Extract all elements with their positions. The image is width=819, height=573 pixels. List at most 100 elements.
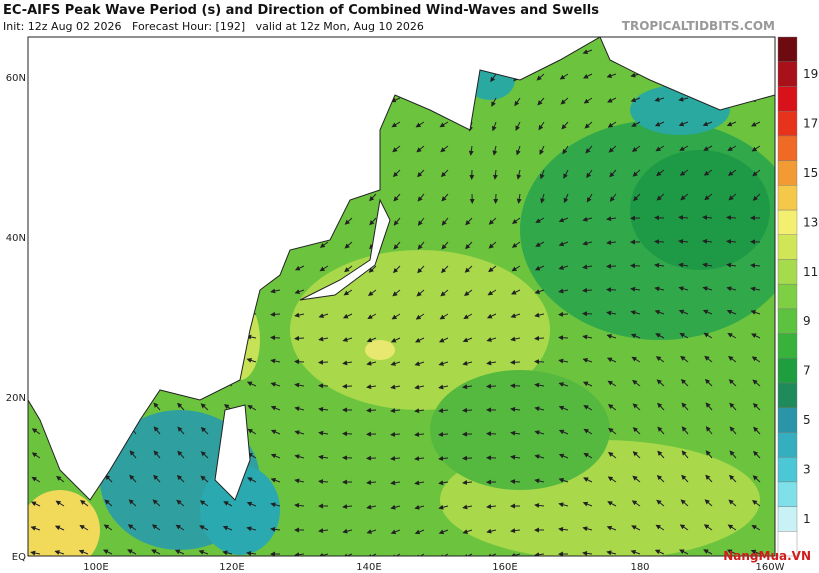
arrow	[439, 553, 449, 556]
arrow	[632, 451, 641, 459]
arrow	[246, 550, 257, 556]
arrow	[558, 477, 569, 483]
arrow	[558, 405, 569, 411]
colorbar-segment	[777, 36, 798, 62]
arrow	[727, 169, 737, 176]
arrow	[630, 549, 641, 555]
colorbar-label: 11	[803, 265, 818, 279]
arrow	[510, 479, 521, 485]
arrow	[678, 286, 689, 292]
arrow	[539, 169, 545, 180]
arrow	[318, 313, 329, 318]
arrow	[583, 428, 593, 435]
arrow	[247, 477, 257, 483]
arrow	[153, 426, 161, 435]
arrow	[31, 476, 41, 483]
arrow	[105, 474, 113, 483]
arrow	[200, 403, 209, 411]
arrow	[80, 499, 89, 507]
arrow	[752, 402, 761, 411]
arrow	[558, 429, 569, 435]
arrow	[584, 121, 593, 129]
arrow	[534, 502, 545, 508]
arrow	[630, 333, 641, 339]
arrow	[583, 97, 593, 104]
arrow	[462, 384, 473, 390]
colorbar-segment	[777, 407, 798, 433]
colorbar-label: 19	[803, 67, 818, 81]
arrow	[127, 524, 137, 531]
arrow	[657, 426, 665, 435]
arrow	[342, 313, 353, 319]
arrow	[488, 265, 497, 273]
arrow	[534, 478, 545, 484]
arrow	[510, 430, 521, 436]
arrow	[392, 289, 401, 297]
lat-label: EQ	[12, 552, 26, 563]
arrow	[438, 408, 449, 414]
arrow	[558, 526, 569, 532]
arrow	[510, 313, 521, 318]
arrow	[468, 145, 474, 156]
arrow	[490, 73, 497, 83]
arrow	[342, 337, 353, 342]
arrow	[540, 193, 546, 204]
arrow	[390, 384, 401, 390]
arrow	[728, 379, 737, 387]
arrow	[702, 215, 713, 220]
arrow	[728, 193, 737, 201]
arrow	[654, 239, 665, 245]
arrow	[608, 451, 617, 459]
arrow	[583, 452, 593, 459]
arrow	[417, 241, 425, 250]
arrow	[344, 241, 353, 249]
arrow	[270, 526, 281, 532]
arrow	[534, 335, 545, 341]
arrow	[728, 499, 737, 507]
arrow	[270, 429, 281, 435]
arrow	[103, 524, 113, 531]
arrow	[199, 500, 209, 507]
colorbar-segment	[777, 61, 798, 87]
colorbar-label: 13	[803, 215, 818, 229]
arrow	[153, 474, 161, 483]
arrow	[656, 499, 665, 507]
arrow	[606, 240, 617, 246]
arrow	[343, 289, 353, 296]
arrow	[558, 241, 569, 247]
arrow	[439, 121, 449, 128]
arrow	[393, 241, 401, 250]
arrow	[752, 379, 761, 387]
arrow	[680, 378, 689, 387]
arrow	[342, 528, 353, 534]
arrow	[416, 289, 425, 297]
arrow	[368, 289, 377, 297]
arrow	[200, 427, 209, 435]
arrow	[510, 528, 521, 534]
arrow	[516, 169, 522, 180]
arrow	[151, 524, 161, 531]
arrow	[607, 476, 617, 483]
arrow	[129, 450, 137, 459]
arrow	[536, 73, 545, 81]
colorbar-segment	[777, 308, 798, 334]
arrow	[632, 403, 641, 411]
arrow	[177, 426, 185, 435]
arrow	[681, 450, 689, 459]
lon-label: 100E	[83, 562, 108, 573]
arrow	[270, 382, 281, 387]
arrow	[462, 337, 473, 343]
arrow	[535, 241, 545, 247]
arrow	[488, 217, 497, 225]
arrow	[609, 193, 617, 202]
arrow	[631, 356, 641, 363]
arrow	[270, 288, 281, 294]
title: EC-AIFS Peak Wave Period (s) and Directi…	[3, 3, 599, 18]
colorbar-segment	[777, 185, 798, 211]
arrow	[558, 288, 569, 294]
arrow	[390, 97, 401, 103]
arrow	[563, 169, 569, 179]
arrow	[30, 526, 41, 531]
arrow	[631, 500, 641, 507]
arrow	[607, 404, 617, 411]
